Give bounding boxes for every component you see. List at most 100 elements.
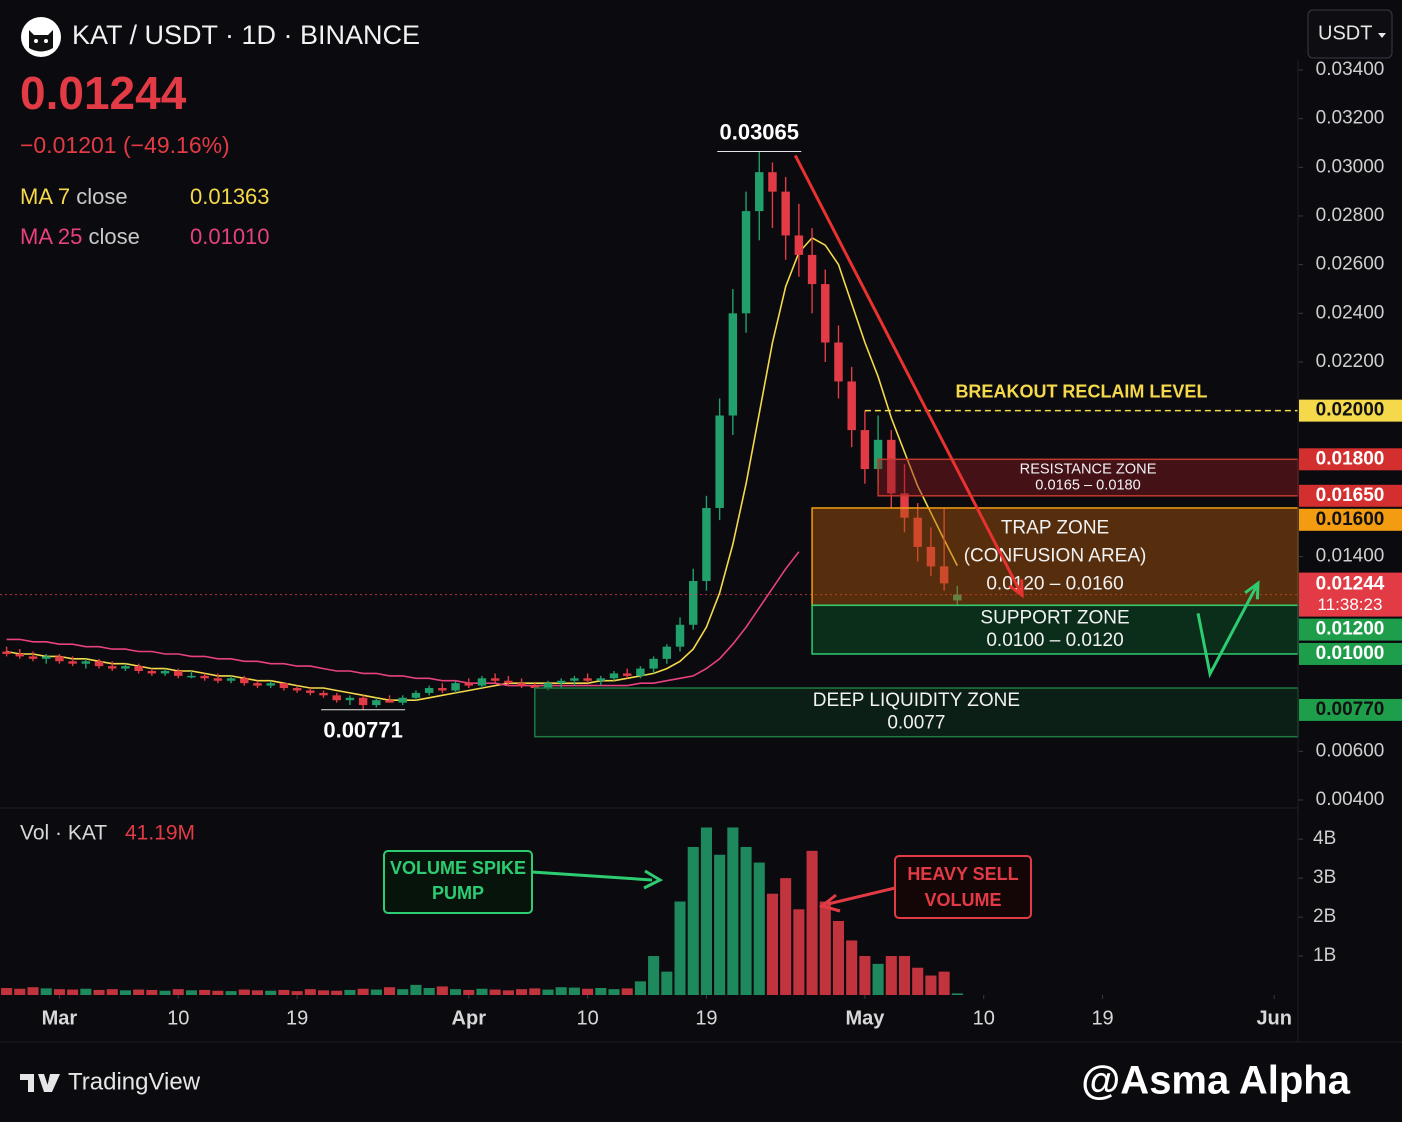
note-text: PUMP [432, 883, 484, 903]
candle-body [900, 493, 909, 518]
zone-label: TRAP ZONE [1001, 518, 1109, 539]
zone [534, 687, 1299, 738]
dropdown-label[interactable]: USDT [1318, 22, 1372, 44]
volume-bar [489, 989, 501, 995]
note-arrow [827, 886, 896, 906]
candle-body [253, 683, 262, 686]
candle-body [68, 661, 77, 664]
candle-body [385, 700, 394, 703]
candle-body [807, 254, 817, 285]
candle-body [292, 688, 302, 691]
brand-name: TradingView [68, 1068, 201, 1095]
volume-bar [146, 989, 158, 995]
price-tag [1299, 399, 1402, 422]
zone-label: RESISTANCE ZONE [1020, 461, 1157, 477]
ma-name: MA 7 [20, 184, 70, 209]
last-price: 0.01244 [20, 67, 187, 119]
volume-bar [265, 990, 277, 995]
candle-body [108, 666, 117, 669]
volume-bar [674, 901, 686, 995]
candle-body [913, 517, 922, 547]
candle-body [266, 683, 275, 686]
zone-label: 0.0120 – 0.0160 [986, 574, 1123, 595]
volume-bar [621, 988, 633, 995]
breakout-label: BREAKOUT RECLAIM LEVEL [955, 381, 1207, 401]
volume-bar [119, 990, 131, 995]
candle-body [649, 658, 658, 669]
x-tick-label: 10 [576, 1007, 598, 1029]
candle-body [834, 342, 843, 382]
header: KAT / USDT · 1D · BINANCE 0.01244 −0.012… [20, 17, 420, 249]
volume-bar [542, 989, 554, 995]
volume-bar [93, 989, 105, 995]
x-tick-label: May [845, 1007, 885, 1029]
volume-bar [397, 989, 409, 995]
candle-body [358, 697, 368, 706]
price-tag-label: 0.01600 [1316, 509, 1385, 530]
zone-label: 0.0077 [887, 713, 945, 734]
moving-average [6, 551, 800, 687]
price-tag [1299, 642, 1402, 665]
volume-bar [172, 989, 184, 995]
volume-bar [450, 989, 462, 995]
y-tick-label: 0.03200 [1316, 108, 1385, 129]
y-tick-label: 0.02800 [1316, 205, 1385, 226]
candle-body [530, 685, 540, 689]
candle-body [781, 191, 790, 236]
volume-bar [529, 988, 541, 995]
price-tag-label: 0.01000 [1316, 643, 1385, 664]
candle-body [504, 680, 513, 684]
volume-note: VOLUME SPIKE PUMP [383, 850, 664, 914]
zone-label: 0.0100 – 0.0120 [986, 630, 1123, 651]
quote-dropdown[interactable]: USDT [1307, 9, 1393, 59]
candle-body [517, 683, 526, 686]
ma-name: MA 25 [20, 224, 82, 249]
dropdown-caret[interactable] [1378, 33, 1386, 38]
candle-body [847, 381, 856, 431]
price-tag [1299, 448, 1402, 471]
zone-label: DEEP LIQUIDITY ZONE [813, 690, 1020, 711]
candle-body [596, 678, 606, 681]
candle-body [187, 675, 196, 678]
candle-body [226, 678, 236, 681]
note-arrowhead [643, 869, 664, 890]
candle-body [345, 697, 355, 701]
volume-bar [225, 991, 237, 995]
candle-body [213, 678, 223, 681]
symbol-title: KAT / USDT · 1D · BINANCE [72, 20, 420, 50]
candle-body [821, 284, 830, 343]
volume-bar [502, 990, 514, 995]
bounce-arrowhead [1244, 580, 1260, 600]
x-tick-label: Apr [452, 1007, 487, 1029]
annotation-label: 0.00771 [323, 718, 403, 743]
candle-body [689, 580, 698, 625]
y-tick-label: 0.01400 [1316, 546, 1385, 567]
volume-tick-label: 4B [1313, 828, 1336, 849]
y-tick-label: 0.02600 [1316, 254, 1385, 275]
top-layer: 0.03400 0.03200 0.03000 0.02800 0.02600 0.024… [42, 59, 1402, 1029]
volume-last: 41.19M [125, 822, 195, 845]
y-tick-label: 0.00400 [1316, 789, 1385, 810]
candle-body [200, 675, 209, 679]
volume-bar [199, 989, 211, 995]
candle-body [438, 688, 447, 691]
candle-body [306, 690, 315, 693]
x-tick-label: Jun [1256, 1007, 1292, 1029]
volume-bar [766, 893, 779, 995]
candle-body [477, 678, 487, 686]
candle-body [319, 692, 328, 696]
price-tag-label: 0.00770 [1316, 699, 1385, 720]
volume-bar [159, 990, 171, 995]
volume-bar [714, 854, 726, 995]
price-tag-label: 0.01650 [1316, 485, 1385, 506]
volume-bar [912, 967, 924, 995]
watermark: @Asma Alpha [1081, 1059, 1350, 1103]
dropdown-box[interactable] [1307, 9, 1393, 59]
candle-body [755, 172, 764, 212]
candle-body [55, 656, 64, 662]
candle-body [860, 430, 870, 470]
candle-body [160, 671, 170, 674]
trend-arrowhead [1008, 579, 1024, 599]
volume-bar [40, 988, 52, 995]
